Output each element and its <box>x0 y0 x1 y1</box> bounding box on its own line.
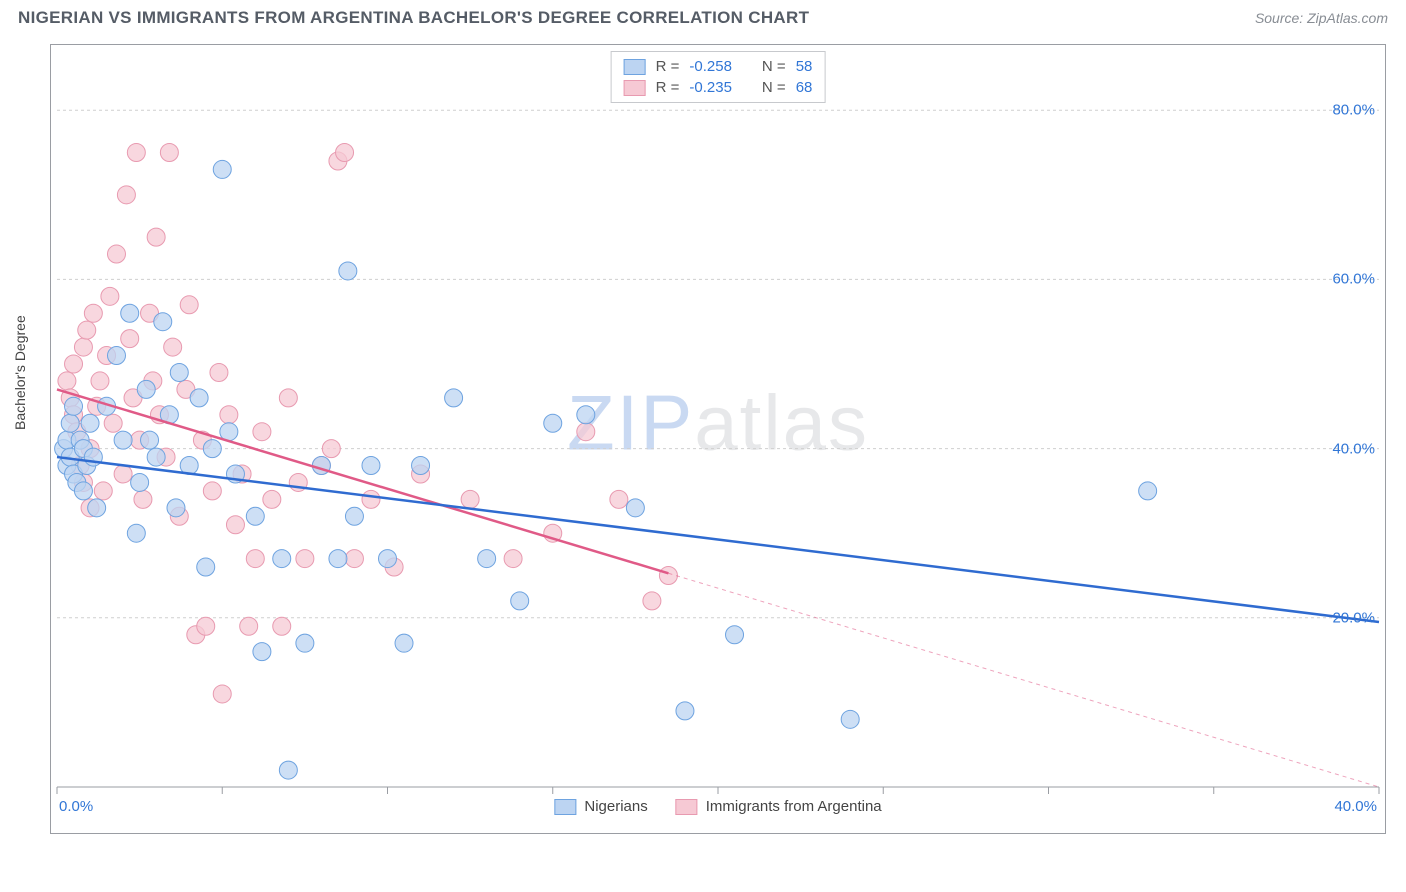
y-tick-label: 80.0% <box>1332 102 1375 119</box>
scatter-plot-svg <box>51 45 1385 833</box>
legend-item-nigerians: Nigerians <box>554 798 647 815</box>
chart-title: NIGERIAN VS IMMIGRANTS FROM ARGENTINA BA… <box>18 8 809 28</box>
y-tick-label: 60.0% <box>1332 271 1375 288</box>
swatch-argentina <box>624 80 646 96</box>
legend-row-nigerians: R = -0.258 N = 58 <box>624 56 813 77</box>
y-tick-label: 20.0% <box>1332 609 1375 626</box>
legend-row-argentina: R = -0.235 N = 68 <box>624 77 813 98</box>
x-axis-max-label: 40.0% <box>1334 798 1377 815</box>
series-legend: Nigerians Immigrants from Argentina <box>554 798 881 815</box>
correlation-legend: R = -0.258 N = 58 R = -0.235 N = 68 <box>611 51 826 103</box>
swatch-nigerians <box>624 59 646 75</box>
swatch-nigerians <box>554 799 576 815</box>
chart-header: NIGERIAN VS IMMIGRANTS FROM ARGENTINA BA… <box>0 0 1406 32</box>
chart-source: Source: ZipAtlas.com <box>1255 10 1388 26</box>
legend-item-argentina: Immigrants from Argentina <box>676 798 882 815</box>
plot-area: ZIPatlas R = -0.258 N = 58 R = -0.235 N … <box>50 44 1386 834</box>
y-axis-label: Bachelor's Degree <box>12 315 28 430</box>
swatch-argentina <box>676 799 698 815</box>
x-axis-min-label: 0.0% <box>59 798 93 815</box>
y-tick-label: 40.0% <box>1332 440 1375 457</box>
